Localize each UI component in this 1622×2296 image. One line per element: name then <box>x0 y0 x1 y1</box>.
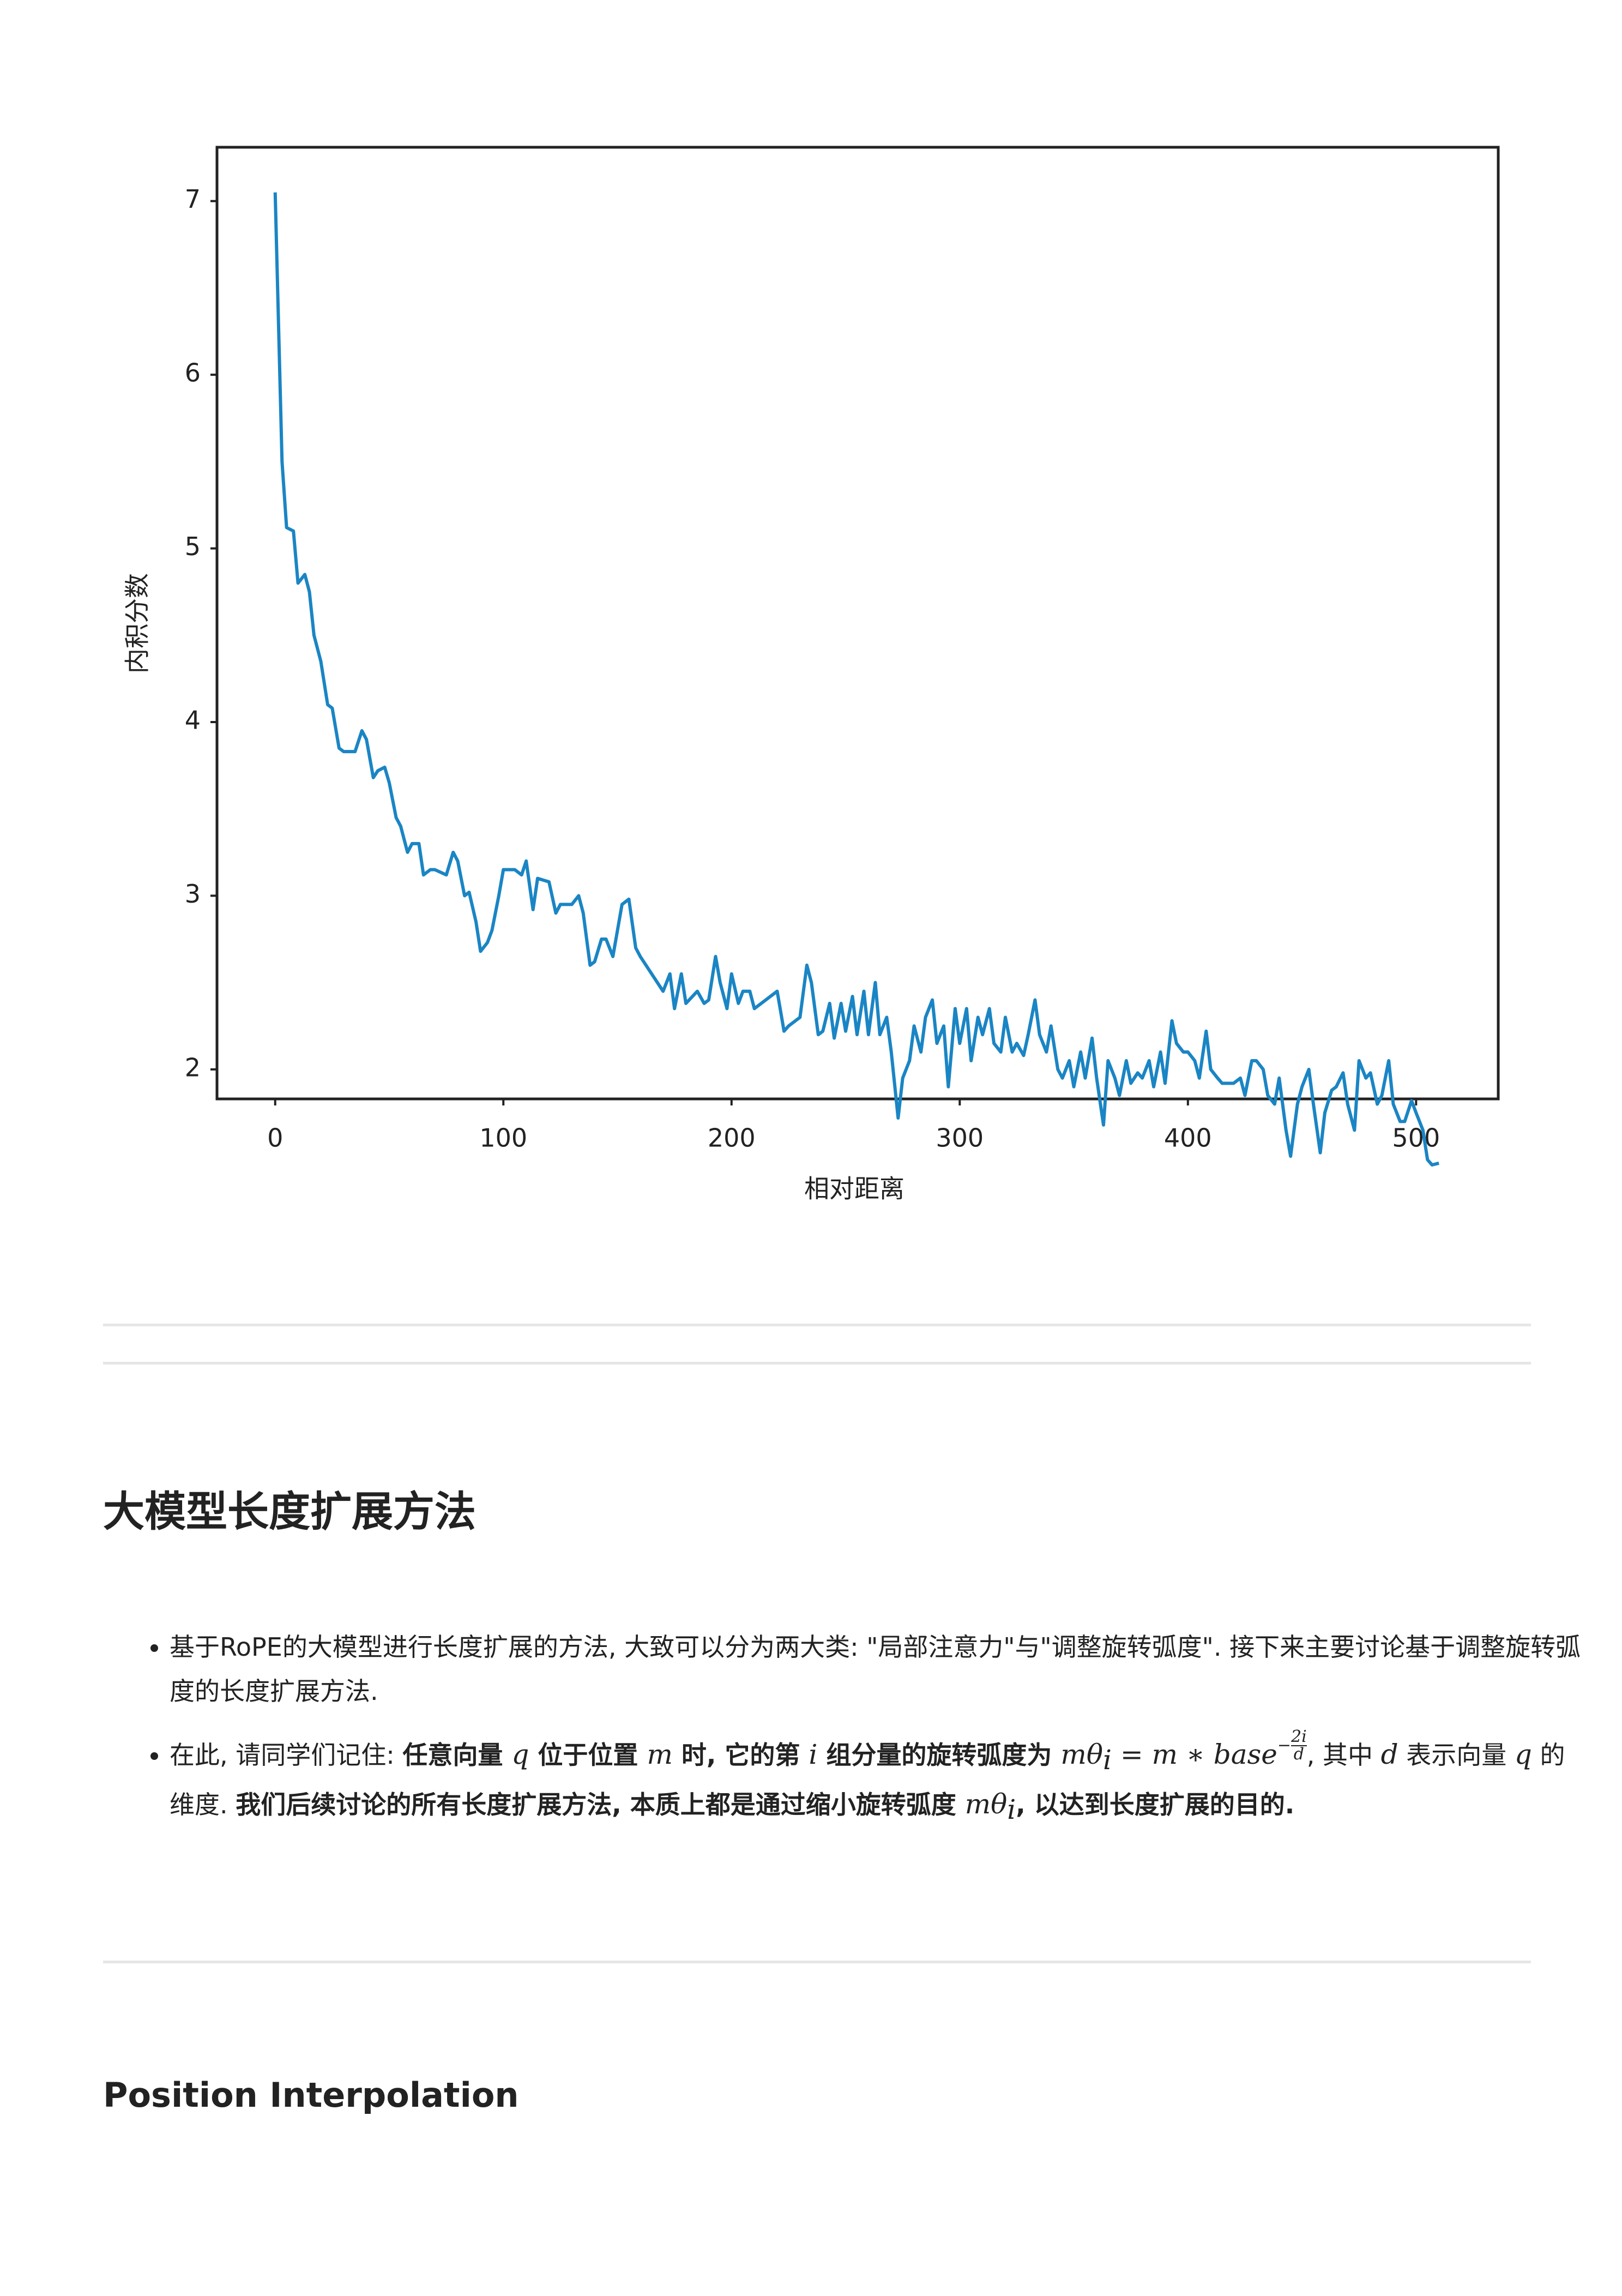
bold-text: 我们后续讨论的所有长度扩展方法, 本质上都是通过缩小旋转弧度 <box>236 1790 965 1820</box>
x-tick-label: 200 <box>708 1123 756 1153</box>
y-tick-label: 3 <box>185 879 201 909</box>
divider <box>103 1324 1531 1326</box>
math-subscript: i <box>1102 1744 1112 1776</box>
y-axis-label: 内积分数 <box>123 573 152 674</box>
math-fraction: 2i d <box>1291 1729 1307 1763</box>
text: , 其中 <box>1306 1740 1381 1770</box>
math: 2i <box>1291 1727 1307 1746</box>
math: mθ <box>1060 1739 1103 1770</box>
divider <box>103 1961 1531 1963</box>
bold-text: 位于位置 <box>529 1740 647 1770</box>
bullet-item: 基于RoPE的大模型进行长度扩展的方法, 大致可以分为两大类: "局部注意力"与… <box>170 1625 1587 1714</box>
x-tick-label: 500 <box>1392 1123 1440 1153</box>
math: m <box>647 1739 673 1770</box>
y-tick-label: 2 <box>185 1053 201 1082</box>
x-tick-label: 100 <box>479 1123 527 1153</box>
text: 表示向量 <box>1398 1740 1515 1770</box>
math: q <box>1514 1739 1532 1770</box>
bold-text: , 以达到长度扩展的目的. <box>1016 1790 1295 1820</box>
plot-frame <box>215 146 1500 1101</box>
y-tick-label: 4 <box>185 706 201 735</box>
y-tick-label: 7 <box>185 184 201 214</box>
bullet-list: 基于RoPE的大模型进行长度扩展的方法, 大致可以分为两大类: "局部注意力"与… <box>103 1625 1587 1847</box>
x-tick-label: 0 <box>267 1123 283 1153</box>
bold-text: 任意向量 <box>402 1740 512 1770</box>
y-tick-label: 6 <box>185 358 201 388</box>
bold-text: 组分量的旋转弧度为 <box>817 1740 1061 1770</box>
math: mθ <box>964 1788 1008 1820</box>
math-subscript: i <box>1007 1794 1016 1826</box>
math: d <box>1293 1745 1304 1764</box>
math: d <box>1380 1739 1398 1770</box>
math: q <box>511 1739 529 1770</box>
bold-text: 时, 它的第 <box>672 1740 809 1770</box>
subsection-heading: Position Interpolation <box>103 2075 519 2115</box>
x-axis-label: 相对距离 <box>804 1174 905 1204</box>
math: − <box>1277 1736 1292 1755</box>
bullet-item: 在此, 请同学们记住: 任意向量 q 位于位置 m 时, 它的第 i 组分量的旋… <box>170 1729 1587 1832</box>
x-tick-label: 300 <box>936 1123 984 1153</box>
x-tick-label: 400 <box>1164 1123 1212 1153</box>
section-heading: 大模型长度扩展方法 <box>103 1487 476 1536</box>
data-line <box>273 192 1439 1167</box>
math-superscript: −2i d <box>1277 1729 1307 1763</box>
text: 在此, 请同学们记住: <box>170 1740 403 1770</box>
math: = m ∗ base <box>1111 1739 1277 1770</box>
chart: 相对距离 内积分数 0 100 200 300 400 500 2 3 4 5 6 7 <box>123 146 1500 1204</box>
y-tick-label: 5 <box>185 532 201 561</box>
math: i <box>809 1739 818 1770</box>
divider <box>103 1362 1531 1365</box>
text: 的维度. <box>170 1740 1565 1820</box>
